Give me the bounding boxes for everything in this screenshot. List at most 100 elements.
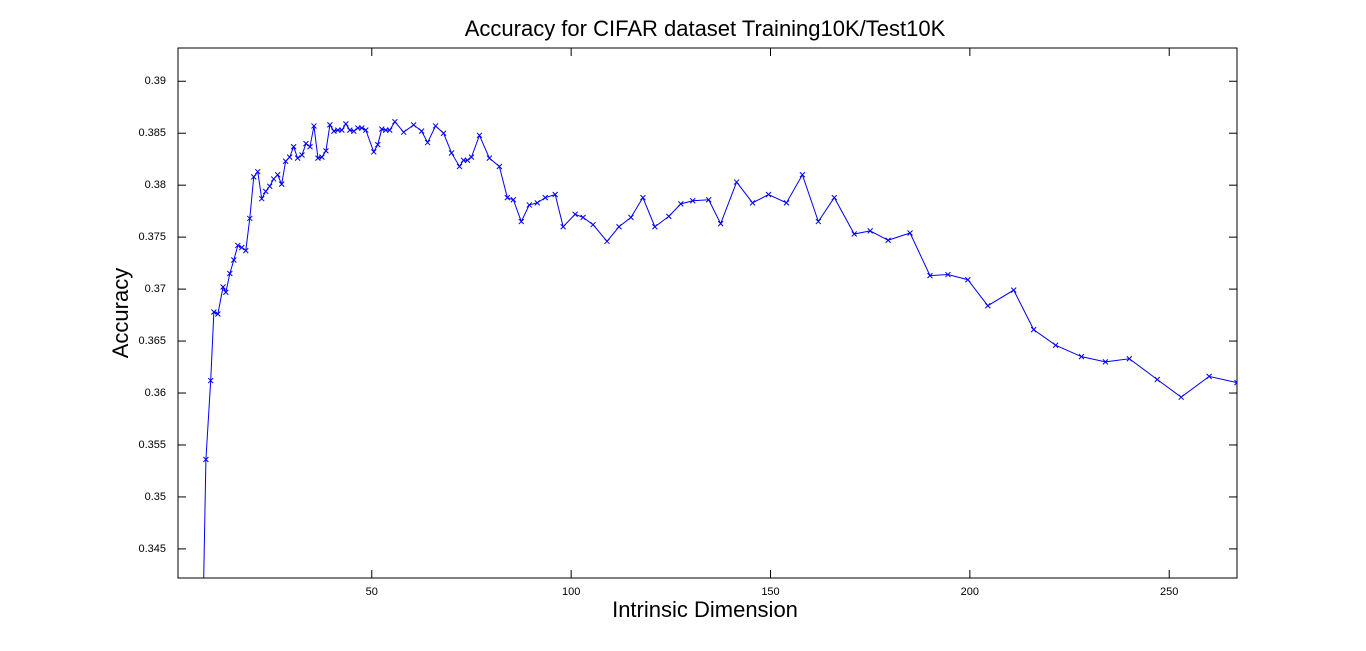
data-marker [400,129,407,136]
data-marker [343,121,349,127]
data-marker [238,244,245,251]
data-marker [504,194,511,201]
data-marker [350,128,357,134]
data-marker [464,157,471,164]
data-marker [1030,326,1037,333]
data-marker [749,199,756,206]
data-marker [378,126,385,132]
data-marker [410,122,417,128]
y-tick-label: 0.375 [138,231,166,243]
data-marker [207,377,214,384]
y-tick-label: 0.38 [145,179,166,191]
data-marker [290,143,297,150]
data-marker [580,214,586,221]
data-marker [250,174,257,180]
data-marker [315,155,321,162]
plot-area [177,47,1238,579]
y-tick-label: 0.36 [145,387,166,399]
data-marker [258,195,265,202]
data-marker [652,223,658,230]
x-axis-label: Intrinsic Dimension [612,597,798,622]
data-marker [226,270,233,277]
data-marker [640,194,646,201]
data-marker [984,302,991,309]
data-marker [327,122,333,128]
data-marker [448,150,455,156]
data-marker [616,223,622,230]
y-tick-label: 0.39 [145,75,166,87]
data-marker [211,309,217,315]
data-marker [518,218,525,225]
data-marker [628,214,634,221]
data-marker [374,141,381,148]
data-marker [307,143,313,150]
y-axis-label: Accuracy [108,268,133,358]
data-marker [323,148,329,154]
data-marker [1126,355,1133,362]
data-marker [1234,379,1237,386]
x-tick-label: 100 [562,586,580,598]
data-marker [358,125,365,131]
data-marker [733,179,740,185]
data-marker [717,220,724,227]
data-marker [294,155,301,162]
data-marker [220,284,226,290]
data-marker [907,230,913,236]
y-tick-label: 0.365 [138,335,166,347]
data-marker [705,196,712,203]
data-marker [392,118,398,125]
data-marker [1206,373,1212,380]
data-marker [299,152,305,158]
data-marker [346,127,353,133]
y-tick-label: 0.35 [145,491,166,503]
data-marker [765,191,772,198]
data-marker [424,139,431,146]
data-marker [215,311,221,317]
data-marker [266,183,273,190]
data-marker [590,221,596,228]
data-marker [278,181,285,187]
data-marker [552,191,559,198]
x-tick-label: 200 [961,586,979,598]
data-marker [286,154,293,160]
data-marker [560,223,567,230]
data-marker [468,154,475,160]
data-marker [604,238,610,245]
data-marker [965,276,971,283]
data-marker [851,231,858,237]
x-tick-label: 250 [1160,586,1178,598]
data-marker [815,218,822,225]
data-marker [262,188,269,195]
data-marker [386,127,393,133]
data-marker [222,289,229,296]
x-tick-label: 50 [366,586,378,598]
data-marker [677,201,684,207]
data-marker [1102,358,1109,365]
plot [203,118,1237,578]
data-marker [572,211,578,218]
data-marker [456,163,463,170]
data-marker [476,132,483,139]
y-tick-label: 0.355 [138,439,166,451]
data-marker [254,168,261,175]
data-marker [885,237,891,244]
data-marker [665,213,672,220]
data-marker [362,127,369,133]
data-marker [339,127,345,133]
data-marker [927,272,933,279]
data-marker [1154,376,1161,383]
data-marker [303,140,309,147]
data-marker [242,247,249,254]
data-marker [440,130,447,137]
data-marker [867,228,874,234]
data-marker [486,155,493,162]
data-marker [418,128,425,134]
y-tick-label: 0.345 [138,543,166,555]
y-tick-label: 0.37 [145,283,166,295]
data-marker [432,123,439,129]
data-marker [274,171,281,178]
data-marker [534,199,541,206]
data-marker [1078,353,1085,360]
data-marker [234,242,241,249]
